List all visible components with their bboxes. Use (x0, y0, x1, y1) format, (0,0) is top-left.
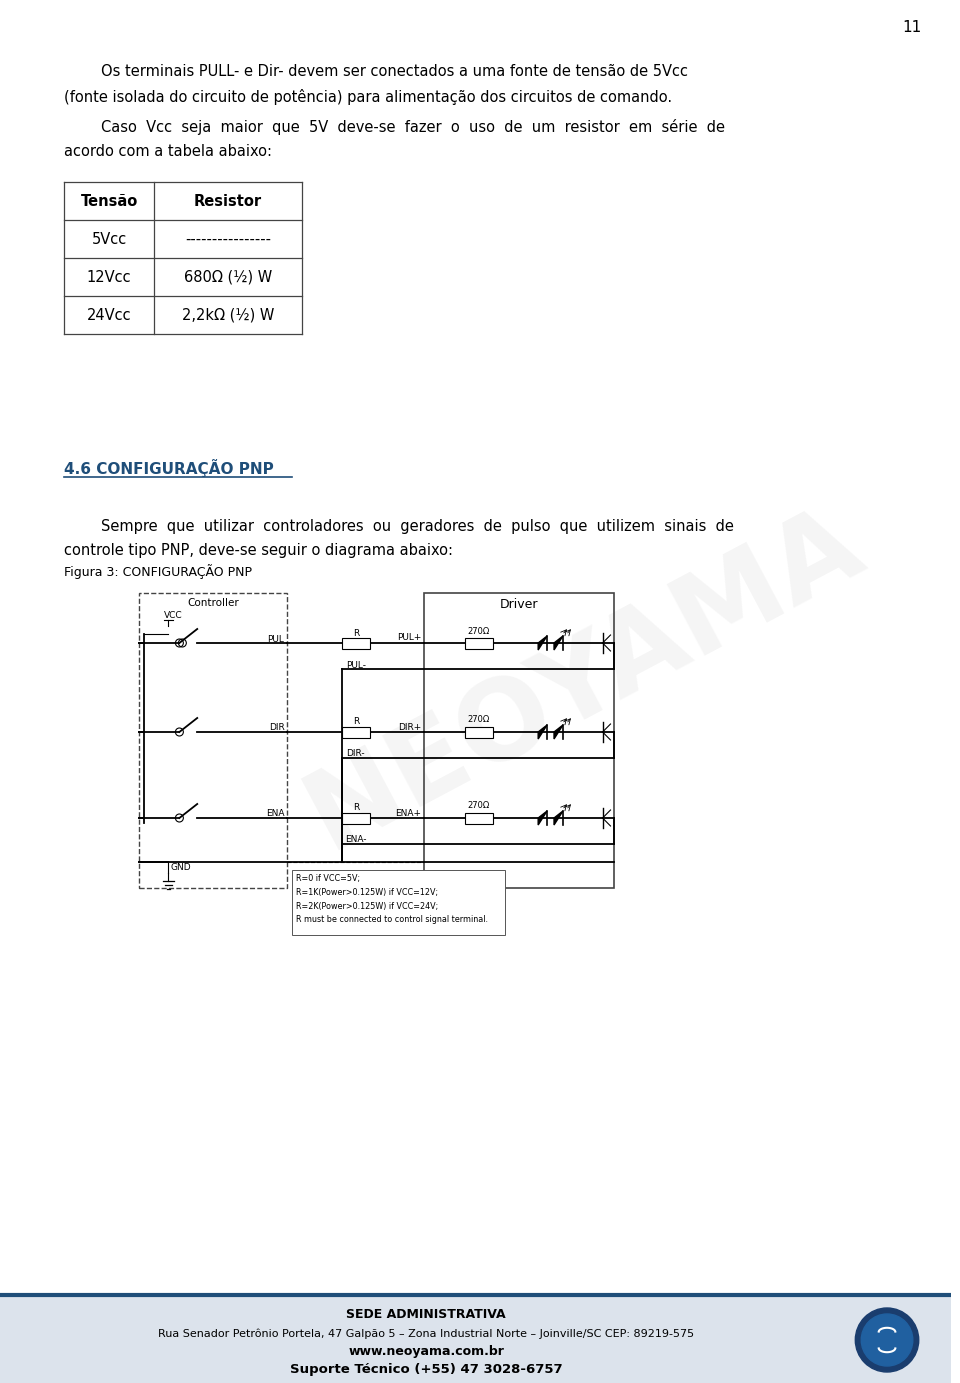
Text: 12Vcc: 12Vcc (86, 270, 132, 285)
Text: R=2K(Power>0.125W) if VCC=24V;: R=2K(Power>0.125W) if VCC=24V; (297, 902, 439, 910)
Polygon shape (554, 636, 563, 650)
Polygon shape (539, 725, 547, 739)
Text: 270Ω: 270Ω (468, 715, 490, 725)
Text: R: R (352, 718, 359, 726)
Text: Resistor: Resistor (194, 194, 262, 209)
Bar (424, 593, 614, 888)
Bar (465, 726, 492, 737)
Text: 680Ω (½) W: 680Ω (½) W (183, 270, 272, 285)
Text: (fonte isolada do circuito de potência) para alimentação dos circuitos de comand: (fonte isolada do circuito de potência) … (64, 89, 673, 105)
Circle shape (855, 1308, 919, 1372)
Text: VCC: VCC (164, 611, 182, 621)
Text: Rua Senador Petrônio Portela, 47 Galpão 5 – Zona Industrial Norte – Joinville/SC: Rua Senador Petrônio Portela, 47 Galpão … (158, 1329, 694, 1339)
Text: 2,2kΩ (½) W: 2,2kΩ (½) W (181, 307, 275, 322)
Text: R: R (352, 628, 359, 638)
Text: Sempre  que  utilizar  controladores  ou  geradores  de  pulso  que  utilizem  s: Sempre que utilizar controladores ou ger… (64, 519, 734, 534)
Text: ENA: ENA (266, 809, 284, 819)
Polygon shape (554, 725, 563, 739)
Text: GND: GND (171, 863, 191, 871)
Bar (139, 593, 287, 888)
Text: 5Vcc: 5Vcc (91, 231, 127, 246)
Bar (465, 812, 492, 823)
Circle shape (861, 1314, 913, 1366)
Text: acordo com a tabela abaixo:: acordo com a tabela abaixo: (64, 144, 273, 159)
Text: Controller: Controller (187, 597, 239, 609)
Text: Driver: Driver (500, 599, 539, 611)
Text: R=1K(Power>0.125W) if VCC=12V;: R=1K(Power>0.125W) if VCC=12V; (297, 888, 439, 896)
Bar (0, 1294, 951, 1383)
Text: R must be connected to control signal terminal.: R must be connected to control signal te… (297, 916, 489, 924)
Text: R=0 if VCC=5V;: R=0 if VCC=5V; (297, 874, 360, 882)
Polygon shape (539, 636, 547, 650)
Bar (342, 812, 370, 823)
Bar (342, 726, 370, 737)
Polygon shape (554, 810, 563, 826)
Text: ENA+: ENA+ (396, 809, 421, 817)
Text: ENA-: ENA- (345, 835, 367, 845)
Text: DIR+: DIR+ (398, 722, 421, 732)
Text: SEDE ADMINISTRATIVA: SEDE ADMINISTRATIVA (347, 1308, 506, 1322)
Text: controle tipo PNP, deve-se seguir o diagrama abaixo:: controle tipo PNP, deve-se seguir o diag… (64, 544, 453, 559)
Text: 4.6 CONFIGURAÇÃO PNP: 4.6 CONFIGURAÇÃO PNP (64, 459, 275, 477)
Text: Suporte Técnico (+55) 47 3028-6757: Suporte Técnico (+55) 47 3028-6757 (290, 1362, 563, 1376)
Bar (465, 638, 492, 649)
Text: DIR: DIR (269, 723, 284, 733)
Text: PUL+: PUL+ (396, 633, 421, 643)
Bar (342, 638, 370, 649)
Text: R: R (352, 804, 359, 812)
Text: NEOYAMA: NEOYAMA (290, 490, 880, 871)
Text: 270Ω: 270Ω (468, 802, 490, 810)
Text: DIR-: DIR- (347, 750, 365, 758)
Bar (293, 870, 506, 935)
Text: PUL-: PUL- (346, 661, 366, 669)
Text: 270Ω: 270Ω (468, 626, 490, 636)
Text: Figura 3: CONFIGURAÇÃO PNP: Figura 3: CONFIGURAÇÃO PNP (64, 564, 252, 579)
Text: Tensão: Tensão (81, 194, 137, 209)
Text: ----------------: ---------------- (185, 231, 271, 246)
Text: 24Vcc: 24Vcc (86, 307, 132, 322)
Text: www.neoyama.com.br: www.neoyama.com.br (348, 1346, 504, 1358)
Polygon shape (539, 810, 547, 826)
Text: PUL: PUL (268, 635, 284, 643)
Text: 11: 11 (902, 21, 922, 36)
Text: Caso  Vcc  seja  maior  que  5V  deve-se  fazer  o  uso  de  um  resistor  em  s: Caso Vcc seja maior que 5V deve-se fazer… (64, 119, 726, 136)
Text: Os terminais PULL- e Dir- devem ser conectados a uma fonte de tensão de 5Vcc: Os terminais PULL- e Dir- devem ser cone… (64, 65, 688, 79)
